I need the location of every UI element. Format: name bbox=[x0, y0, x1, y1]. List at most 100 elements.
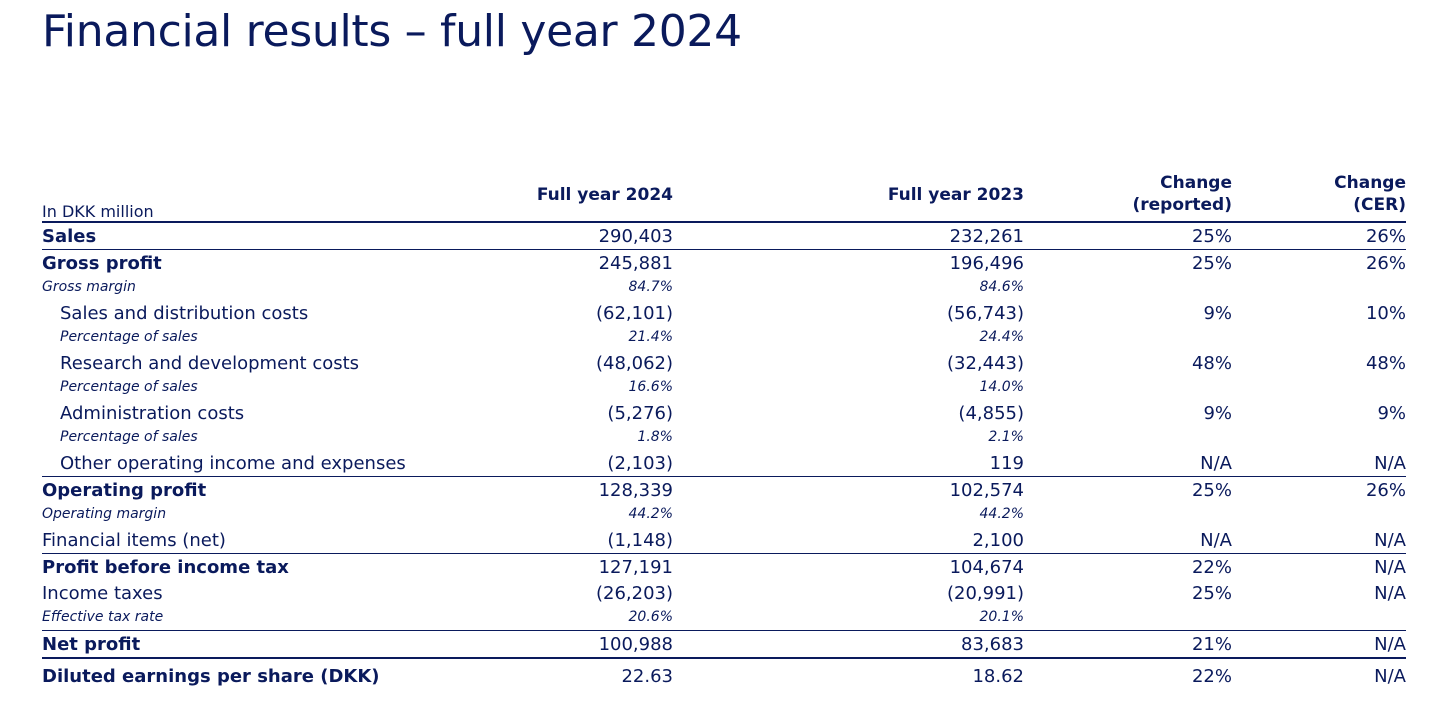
cell-fy2024: 100,988 bbox=[598, 634, 673, 655]
row-label: Percentage of sales bbox=[60, 429, 198, 445]
cell-fy2024: 245,881 bbox=[598, 253, 673, 274]
cell-fy2024: 1.8% bbox=[637, 429, 673, 445]
cell-fy2024: (48,062) bbox=[595, 353, 673, 374]
column-header-change-cer: Change (CER) bbox=[1334, 172, 1406, 216]
row-label: Profit before income tax bbox=[42, 557, 289, 578]
cell-fy2024: (62,101) bbox=[595, 303, 673, 324]
cell-fy2023: 14.0% bbox=[979, 379, 1024, 395]
row-label: Financial items (net) bbox=[42, 530, 226, 551]
cell-fy2023: 84.6% bbox=[979, 279, 1024, 295]
column-header-change-reported: Change (reported) bbox=[1132, 172, 1232, 216]
cell-change-cer: 26% bbox=[1365, 226, 1406, 247]
table-row-gross-profit: Gross profit 245,881 196,496 25% 26% bbox=[42, 249, 1406, 276]
cell-change-reported: 25% bbox=[1191, 253, 1232, 274]
cell-fy2023: (4,855) bbox=[958, 403, 1024, 424]
cell-fy2024: (26,203) bbox=[595, 583, 673, 604]
column-header-change-reported-line2: (reported) bbox=[1132, 195, 1232, 215]
cell-fy2024: 20.6% bbox=[628, 609, 673, 625]
table-header-row: In DKK million Full year 2024 Full year … bbox=[42, 170, 1406, 223]
cell-change-reported: 25% bbox=[1191, 583, 1232, 604]
cell-fy2024: 44.2% bbox=[628, 506, 673, 522]
cell-change-cer: 10% bbox=[1365, 303, 1406, 324]
cell-fy2024: 84.7% bbox=[628, 279, 673, 295]
cell-fy2023: (32,443) bbox=[946, 353, 1024, 374]
cell-change-reported: 25% bbox=[1191, 226, 1232, 247]
cell-fy2023: 18.62 bbox=[972, 666, 1024, 687]
row-label: Administration costs bbox=[60, 403, 245, 424]
row-label: Operating profit bbox=[42, 480, 207, 501]
column-header-fy2024: Full year 2024 bbox=[536, 185, 673, 205]
cell-fy2023: 20.1% bbox=[979, 609, 1024, 625]
cell-change-reported: 9% bbox=[1203, 303, 1232, 324]
table-row-financial-items: Financial items (net) (1,148) 2,100 N/A … bbox=[42, 527, 1406, 553]
column-header-change-reported-line1: Change bbox=[1160, 173, 1232, 193]
table-row-diluted-eps: Diluted earnings per share (DKK) 22.63 1… bbox=[42, 657, 1406, 689]
column-header-fy2023: Full year 2023 bbox=[887, 185, 1024, 205]
cell-change-reported: 48% bbox=[1191, 353, 1232, 374]
table-row-gross-margin: Gross margin 84.7% 84.6% bbox=[42, 276, 1406, 300]
cell-change-cer: N/A bbox=[1374, 634, 1406, 655]
table-row-administration-costs: Administration costs (5,276) (4,855) 9% … bbox=[42, 400, 1406, 426]
cell-fy2023: 104,674 bbox=[949, 557, 1024, 578]
cell-change-cer: N/A bbox=[1374, 453, 1406, 474]
row-label: Diluted earnings per share (DKK) bbox=[42, 666, 380, 687]
cell-change-cer: N/A bbox=[1374, 583, 1406, 604]
cell-change-reported: 22% bbox=[1191, 666, 1232, 687]
cell-fy2023: 102,574 bbox=[949, 480, 1024, 501]
cell-change-reported: 25% bbox=[1191, 480, 1232, 501]
cell-fy2023: 44.2% bbox=[979, 506, 1024, 522]
row-label: Gross profit bbox=[42, 253, 162, 274]
table-row-sales-distribution-costs: Sales and distribution costs (62,101) (5… bbox=[42, 300, 1406, 326]
row-label: Net profit bbox=[42, 634, 141, 655]
table-row-net-profit: Net profit 100,988 83,683 21% N/A bbox=[42, 630, 1406, 657]
cell-change-cer: 26% bbox=[1365, 480, 1406, 501]
cell-change-cer: 9% bbox=[1377, 403, 1406, 424]
row-label: Operating margin bbox=[42, 506, 167, 522]
table-row-operating-margin: Operating margin 44.2% 44.2% bbox=[42, 503, 1406, 527]
cell-fy2024: (2,103) bbox=[607, 453, 673, 474]
row-label: Income taxes bbox=[42, 583, 163, 604]
row-label: Other operating income and expenses bbox=[60, 453, 406, 474]
cell-fy2024: 128,339 bbox=[598, 480, 673, 501]
cell-fy2024: (1,148) bbox=[607, 530, 673, 551]
cell-change-cer: 48% bbox=[1365, 353, 1406, 374]
table-row-percentage-of-sales: Percentage of sales 1.8% 2.1% bbox=[42, 426, 1406, 450]
cell-fy2023: (20,991) bbox=[946, 583, 1024, 604]
row-label: Gross margin bbox=[42, 279, 136, 295]
row-label: Sales and distribution costs bbox=[60, 303, 309, 324]
cell-change-reported: 21% bbox=[1191, 634, 1232, 655]
cell-fy2023: 83,683 bbox=[961, 634, 1024, 655]
page-title: Financial results – full year 2024 bbox=[42, 6, 742, 57]
column-header-change-cer-line1: Change bbox=[1334, 173, 1406, 193]
table-row-income-taxes: Income taxes (26,203) (20,991) 25% N/A bbox=[42, 580, 1406, 606]
cell-change-cer: 26% bbox=[1365, 253, 1406, 274]
cell-change-reported: 9% bbox=[1203, 403, 1232, 424]
cell-fy2024: 22.63 bbox=[621, 666, 673, 687]
row-label: Sales bbox=[42, 226, 97, 247]
row-label: Percentage of sales bbox=[60, 379, 198, 395]
cell-change-cer: N/A bbox=[1374, 666, 1406, 687]
table-row-other-operating-income: Other operating income and expenses (2,1… bbox=[42, 450, 1406, 476]
cell-fy2024: 21.4% bbox=[628, 329, 673, 345]
cell-fy2024: (5,276) bbox=[607, 403, 673, 424]
table-row-percentage-of-sales: Percentage of sales 16.6% 14.0% bbox=[42, 376, 1406, 400]
cell-fy2023: 196,496 bbox=[949, 253, 1024, 274]
cell-change-cer: N/A bbox=[1374, 557, 1406, 578]
cell-change-reported: 22% bbox=[1191, 557, 1232, 578]
table-row-sales: Sales 290,403 232,261 25% 26% bbox=[42, 223, 1406, 249]
cell-change-reported: N/A bbox=[1200, 530, 1232, 551]
cell-fy2023: 232,261 bbox=[949, 226, 1024, 247]
cell-fy2023: 119 bbox=[989, 453, 1024, 474]
table-row-operating-profit: Operating profit 128,339 102,574 25% 26% bbox=[42, 476, 1406, 503]
column-header-change-cer-line2: (CER) bbox=[1353, 195, 1406, 215]
cell-fy2023: 24.4% bbox=[979, 329, 1024, 345]
table-row-effective-tax-rate: Effective tax rate 20.6% 20.1% bbox=[42, 606, 1406, 630]
cell-change-reported: N/A bbox=[1200, 453, 1232, 474]
row-label: Percentage of sales bbox=[60, 329, 198, 345]
cell-fy2024: 290,403 bbox=[598, 226, 673, 247]
cell-fy2023: (56,743) bbox=[946, 303, 1024, 324]
unit-label: In DKK million bbox=[42, 202, 154, 221]
table-row-research-development-costs: Research and development costs (48,062) … bbox=[42, 350, 1406, 376]
row-label: Effective tax rate bbox=[42, 609, 164, 625]
cell-change-cer: N/A bbox=[1374, 530, 1406, 551]
